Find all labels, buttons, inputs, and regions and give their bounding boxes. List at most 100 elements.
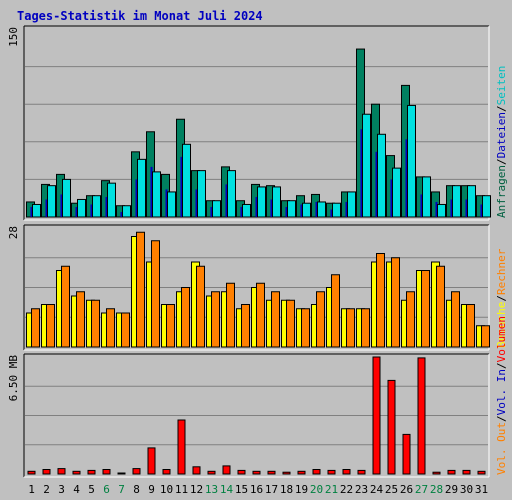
x-tick-label: 30 (460, 483, 473, 496)
bar-dateien-day-22 (345, 201, 348, 217)
bar-volumen-day-14 (222, 465, 231, 475)
legend-anfragen: Anfragen (495, 165, 508, 218)
bar-dateien-day-31 (480, 204, 483, 217)
x-tick-label: 15 (235, 483, 248, 496)
bar-dateien-day-11 (180, 156, 183, 217)
bar-seiten-day-2 (47, 185, 56, 218)
x-tick-label: 17 (265, 483, 278, 496)
bar-dateien-day-29 (450, 199, 453, 217)
x-tick-label: 28 (430, 483, 443, 496)
bar-seiten-day-26 (407, 104, 416, 218)
bar-dateien-day-3 (60, 194, 63, 217)
bar-volumen-day-7 (117, 472, 126, 475)
bar-rechner-day-12 (196, 265, 205, 348)
bar-rechner-day-13 (211, 291, 220, 348)
bar-rechner-day-14 (226, 282, 235, 348)
x-tick-label: 27 (415, 483, 428, 496)
legend-vol-out: Vol. Out (495, 422, 508, 475)
bar-seiten-day-30 (467, 185, 476, 218)
bar-seiten-day-31 (482, 195, 491, 218)
bar-volumen-day-18 (282, 471, 291, 475)
bar-rechner-day-27 (421, 270, 430, 348)
y-max-label: 28 (7, 226, 20, 239)
x-tick-label: 31 (475, 483, 488, 496)
bar-volumen-day-16 (252, 470, 261, 475)
x-tick-label: 16 (250, 483, 263, 496)
bar-seiten-day-20 (317, 201, 326, 218)
bar-rechner-day-7 (121, 312, 130, 348)
bar-rechner-day-30 (466, 304, 475, 348)
x-axis-labels: 1 2 3 4 5 6 7 8 9 10 11 12 13 14 15 16 17 18 19 20 21 22 23 24 2… (28, 483, 488, 496)
legend-volumen: Volumen (495, 316, 508, 362)
x-tick-label: 7 (118, 483, 125, 496)
bar-rechner-day-1 (31, 308, 40, 348)
bar-rechner-day-23 (361, 308, 370, 348)
bar-dateien-day-18 (285, 206, 288, 217)
bar-rechner-day-10 (166, 304, 175, 348)
legend-dateien: Dateien (495, 112, 508, 158)
bar-seiten-day-6 (107, 182, 116, 218)
bar-seiten-day-23 (362, 113, 371, 218)
bar-volumen-day-31 (477, 470, 486, 475)
bar-rechner-day-21 (331, 274, 340, 348)
bar-volumen-day-13 (207, 470, 216, 475)
x-tick-label: 25 (385, 483, 398, 496)
x-tick-label: 6 (103, 483, 110, 496)
bar-rechner-day-26 (406, 291, 415, 348)
bar-seiten-day-3 (62, 178, 71, 218)
x-tick-label: 24 (370, 483, 384, 496)
bar-rechner-day-22 (346, 308, 355, 348)
bar-dateien-day-5 (90, 204, 93, 217)
bar-volumen-day-1 (27, 470, 36, 475)
chart-title: Tages-Statistik im Monat Juli 2024 (17, 9, 263, 23)
bar-dateien-day-4 (75, 206, 78, 217)
bar-dateien-day-9 (150, 166, 153, 217)
bar-seiten-day-25 (392, 167, 401, 218)
bar-volumen-day-23 (357, 469, 366, 475)
bar-rechner-day-17 (271, 291, 280, 348)
bar-dateien-day-23 (360, 129, 363, 217)
bar-volumen-day-3 (57, 468, 66, 475)
x-tick-label: 10 (160, 483, 173, 496)
bar-dateien-day-1 (30, 206, 33, 217)
bar-seiten-day-18 (287, 200, 296, 218)
panel-middle: 28 (7, 224, 490, 351)
bar-rechner-day-20 (316, 291, 325, 348)
bar-volumen-day-9 (147, 447, 156, 475)
legend-separator: / (495, 105, 508, 112)
x-tick-label: 22 (340, 483, 353, 496)
bar-dateien-day-6 (105, 196, 108, 217)
bar-volumen-day-30 (462, 469, 471, 475)
bar-dateien-day-20 (315, 201, 318, 217)
legend-seiten: Seiten (495, 66, 508, 106)
legend-besuche: Besuche (495, 302, 508, 348)
bar-seiten-day-4 (77, 198, 86, 218)
legend-separator: / (495, 362, 508, 369)
bar-volumen-day-4 (72, 470, 81, 475)
bar-volumen-day-15 (237, 469, 246, 475)
right-legend: Anfragen/Dateien/SeitenBesuche/RechnerVo… (495, 66, 508, 475)
bar-seiten-day-13 (212, 200, 221, 218)
bar-dateien-day-21 (330, 209, 333, 217)
bar-seiten-day-19 (302, 202, 311, 218)
x-tick-label: 8 (133, 483, 140, 496)
bar-seiten-day-22 (347, 191, 356, 218)
bar-rechner-day-16 (256, 282, 265, 348)
bar-dateien-day-14 (225, 184, 228, 217)
bar-volumen-day-11 (177, 419, 186, 475)
bar-rechner-day-6 (106, 308, 115, 348)
bar-dateien-day-30 (465, 199, 468, 217)
bar-volumen-day-2 (42, 469, 51, 475)
bar-dateien-day-19 (300, 204, 303, 217)
bar-dateien-day-28 (435, 201, 438, 217)
x-tick-label: 4 (73, 483, 80, 496)
x-tick-label: 11 (175, 483, 188, 496)
x-tick-label: 5 (88, 483, 95, 496)
bar-dateien-day-24 (375, 151, 378, 217)
bar-rechner-day-28 (436, 265, 445, 348)
y-max-label: 150 (7, 27, 20, 47)
x-tick-label: 2 (43, 483, 50, 496)
x-tick-label: 19 (295, 483, 308, 496)
x-tick-label: 9 (148, 483, 155, 496)
legend-separator: / (495, 415, 508, 422)
